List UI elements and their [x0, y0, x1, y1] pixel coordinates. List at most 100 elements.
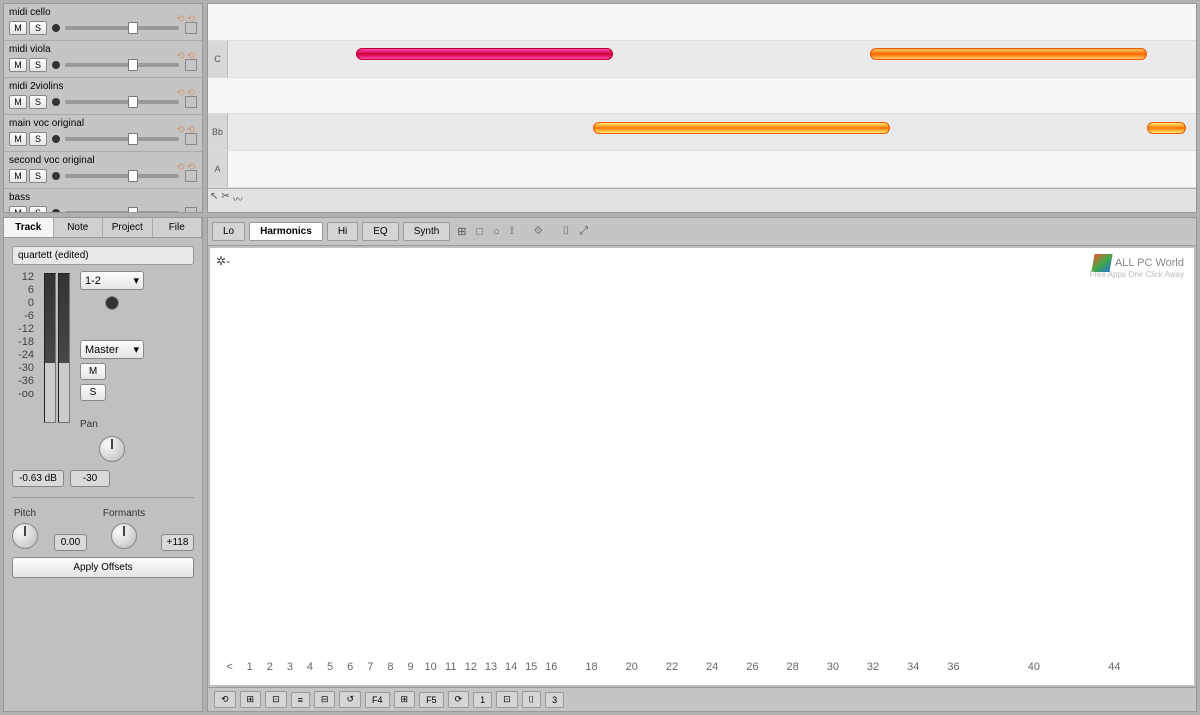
link-icon[interactable]: ⟲	[176, 51, 184, 62]
harm-tab-synth[interactable]: Synth	[403, 222, 451, 241]
x-label: 12	[461, 661, 480, 673]
mute-button[interactable]: M	[9, 132, 27, 146]
record-dot-icon[interactable]	[52, 172, 60, 180]
track-row[interactable]: ⟲ ⟲ second voc original M S	[4, 152, 202, 189]
link-icon[interactable]: ⟲	[176, 162, 184, 173]
piano-lane[interactable]	[208, 78, 1196, 115]
tool-chip[interactable]: F4	[365, 692, 390, 708]
mute-button[interactable]: M	[9, 206, 27, 213]
tool-chip[interactable]: 1	[473, 692, 492, 708]
pan-value[interactable]: -30	[70, 470, 110, 487]
mute-button[interactable]: M	[80, 363, 106, 380]
pointer-icon[interactable]: ↖	[210, 191, 218, 206]
record-dot-icon[interactable]	[52, 135, 60, 143]
tool-chip[interactable]: ⌷	[522, 691, 541, 708]
volume-slider[interactable]	[65, 211, 179, 213]
toolbar-icon[interactable]: ⌷	[560, 225, 573, 238]
tab-note[interactable]: Note	[54, 218, 104, 237]
track-row[interactable]: ⟲ ⟲ midi cello M S	[4, 4, 202, 41]
wave-icon[interactable]: 〰	[233, 191, 243, 206]
apply-offsets-button[interactable]: Apply Offsets	[12, 557, 194, 578]
scissors-icon[interactable]: ✂	[221, 191, 229, 206]
track-row[interactable]: ⟲ ⟲ bass M S	[4, 189, 202, 213]
tool-chip[interactable]: ⟲	[214, 691, 236, 708]
note-blob[interactable]	[593, 122, 889, 134]
tool-chip[interactable]: ≡	[291, 692, 310, 708]
volume-slider[interactable]	[65, 63, 179, 67]
tool-chip[interactable]: ⟳	[448, 691, 470, 708]
solo-button[interactable]: S	[29, 58, 47, 72]
tab-track[interactable]: Track	[4, 218, 54, 237]
harm-tab-hi[interactable]: Hi	[327, 222, 358, 241]
pan-knob[interactable]	[99, 436, 125, 462]
tool-chip[interactable]: ⊡	[496, 691, 518, 708]
x-label	[1165, 661, 1184, 673]
tool-chip[interactable]: ⊟	[314, 691, 336, 708]
record-dot-icon[interactable]	[52, 209, 60, 213]
record-dot-icon[interactable]	[52, 24, 60, 32]
volume-slider[interactable]	[65, 26, 179, 30]
tool-chip[interactable]: ⊞	[240, 691, 262, 708]
link-icon[interactable]: ⟲	[187, 88, 195, 99]
toolbar-icon[interactable]: ⟟	[507, 225, 517, 238]
link-icon[interactable]: ⟲	[187, 51, 195, 62]
toolbar-icon[interactable]: ⟐	[531, 225, 546, 238]
note-blob[interactable]	[1147, 122, 1187, 134]
link-icon[interactable]: ⟲	[187, 162, 195, 173]
mute-button[interactable]: M	[9, 95, 27, 109]
record-arm-icon[interactable]	[105, 296, 119, 310]
link-icon[interactable]: ⟲	[187, 125, 195, 136]
toolbar-icon[interactable]: ○	[490, 226, 503, 238]
piano-lane[interactable]	[208, 4, 1196, 41]
toolbar-icon[interactable]: ⊞	[454, 225, 469, 238]
pitch-knob[interactable]	[12, 523, 38, 549]
master-select[interactable]: Master▾	[80, 340, 144, 359]
link-icon[interactable]: ⟲	[187, 14, 195, 25]
link-icon[interactable]: ⟲	[176, 88, 184, 99]
note-blob[interactable]	[356, 48, 613, 60]
db-value[interactable]: -0.63 dB	[12, 470, 64, 487]
record-dot-icon[interactable]	[52, 61, 60, 69]
volume-slider[interactable]	[65, 137, 179, 141]
toolbar-icon[interactable]: □	[474, 226, 487, 238]
mute-button[interactable]: M	[9, 21, 27, 35]
solo-button[interactable]: S	[29, 132, 47, 146]
harm-tab-eq[interactable]: EQ	[362, 222, 398, 241]
track-row[interactable]: ⟲ ⟲ main voc original M S	[4, 115, 202, 152]
link-icon[interactable]: ⟲	[176, 125, 184, 136]
track-row[interactable]: ⟲ ⟲ midi 2violins M S	[4, 78, 202, 115]
track-row[interactable]: ⟲ ⟲ midi viola M S	[4, 41, 202, 78]
harm-tab-lo[interactable]: Lo	[212, 222, 245, 241]
mute-button[interactable]: M	[9, 169, 27, 183]
piano-lane[interactable]: A	[208, 151, 1196, 188]
overview-waveform[interactable]: ↖ ✂ 〰	[208, 188, 1196, 212]
solo-button[interactable]: S	[29, 169, 47, 183]
formants-value[interactable]: +118	[161, 534, 194, 551]
volume-slider[interactable]	[65, 100, 179, 104]
formants-knob[interactable]	[111, 523, 137, 549]
solo-button[interactable]: S	[29, 95, 47, 109]
toolbar-icon[interactable]: ⤢	[576, 225, 591, 238]
solo-button[interactable]: S	[29, 21, 47, 35]
note-lanes[interactable]: CBbA	[208, 4, 1196, 188]
tool-chip[interactable]: F5	[419, 692, 444, 708]
tool-chip[interactable]: 3	[545, 692, 564, 708]
channel-select[interactable]: 1-2▾	[80, 271, 144, 290]
harm-tab-harmonics[interactable]: Harmonics	[249, 222, 323, 241]
solo-button[interactable]: S	[80, 384, 106, 401]
mute-button[interactable]: M	[9, 58, 27, 72]
record-dot-icon[interactable]	[52, 98, 60, 106]
pitch-value[interactable]: 0.00	[54, 534, 87, 551]
volume-slider[interactable]	[65, 174, 179, 178]
solo-button[interactable]: S	[29, 206, 47, 213]
harmonics-chart[interactable]: ✲- ALL PC World Free Apps One Click Away…	[210, 248, 1194, 685]
tool-chip[interactable]: ⊞	[394, 691, 416, 708]
gear-icon[interactable]: ✲-	[216, 254, 230, 268]
tool-chip[interactable]: ↺	[339, 691, 361, 708]
tab-project[interactable]: Project	[103, 218, 153, 237]
tool-chip[interactable]: ⊡	[265, 691, 287, 708]
tab-file[interactable]: File	[153, 218, 203, 237]
note-blob[interactable]	[870, 48, 1147, 60]
checkbox[interactable]	[185, 207, 197, 213]
link-icon[interactable]: ⟲	[176, 14, 184, 25]
